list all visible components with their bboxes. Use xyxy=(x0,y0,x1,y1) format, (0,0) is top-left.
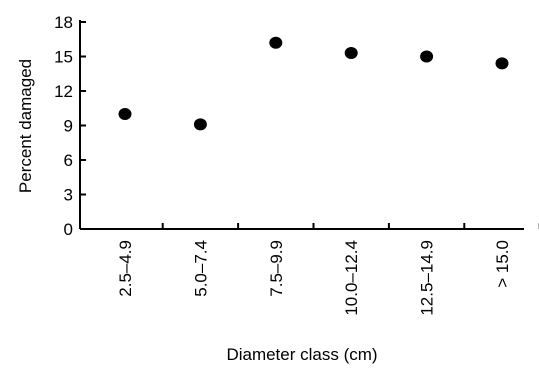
data-point xyxy=(269,36,283,49)
x-tick-label: > 15.0 xyxy=(493,240,512,288)
x-tick-label: 7.5–9.9 xyxy=(267,240,286,297)
y-tick-label: 6 xyxy=(64,151,73,170)
x-ticks: 2.5–4.9 5.0–7.4 7.5–9.9 10.0–12.4 12.5–14.9 >… xyxy=(116,223,539,316)
x-tick-label: 10.0–12.4 xyxy=(342,240,361,316)
data-points xyxy=(118,36,509,131)
y-tick-label: 12 xyxy=(54,82,73,101)
axes xyxy=(79,20,524,230)
y-tick-label: 3 xyxy=(64,186,73,205)
y-tick-label: 15 xyxy=(54,48,73,67)
x-tick-label: 12.5–14.9 xyxy=(418,240,437,316)
data-point xyxy=(193,118,207,131)
data-point xyxy=(420,50,434,63)
data-point xyxy=(118,108,132,120)
y-ticks: 0 3 6 9 12 15 18 xyxy=(54,13,86,239)
y-tick-label: 9 xyxy=(64,117,73,136)
x-tick-label: 2.5–4.9 xyxy=(116,240,135,297)
y-axis-title: Percent damaged xyxy=(16,59,35,193)
y-tick-label: 18 xyxy=(54,13,73,32)
y-tick-label: 0 xyxy=(64,220,73,239)
x-axis-title: Diameter class (cm) xyxy=(226,345,377,364)
data-point xyxy=(344,47,358,60)
data-point xyxy=(495,57,509,70)
x-tick-label: 5.0–7.4 xyxy=(191,240,210,297)
